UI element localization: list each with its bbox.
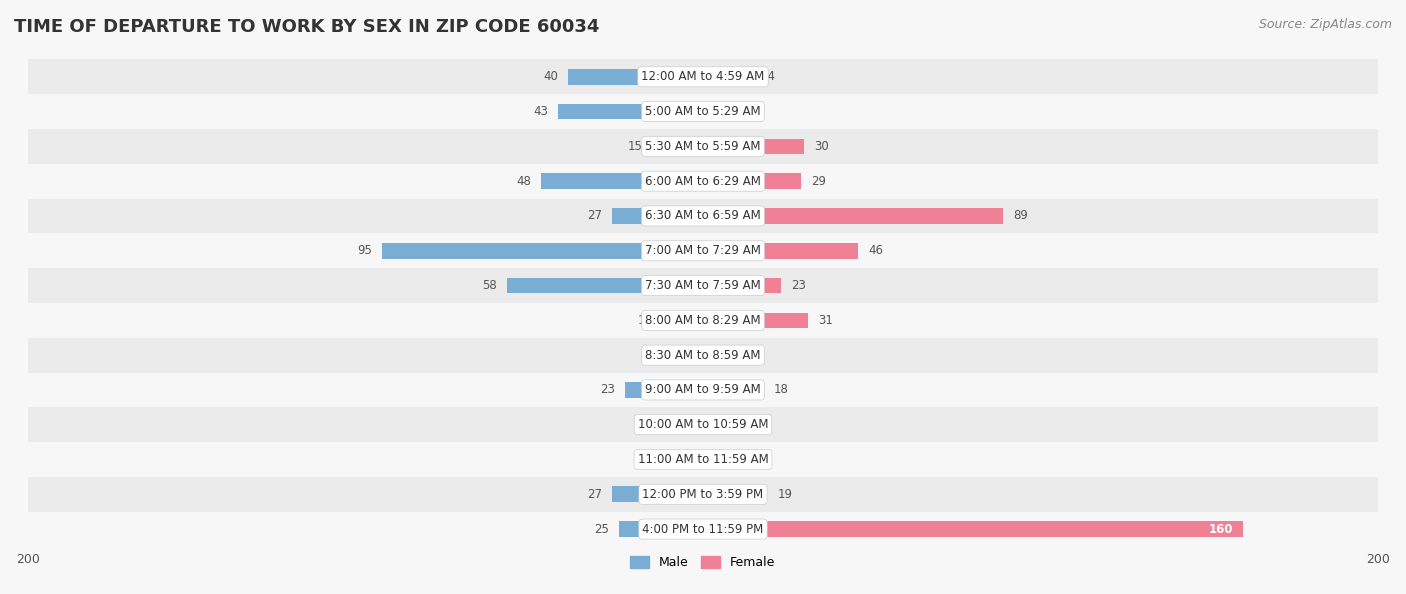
- Text: 23: 23: [600, 383, 616, 396]
- Text: 0: 0: [686, 418, 693, 431]
- Bar: [703, 69, 751, 84]
- Bar: [28, 511, 1378, 546]
- Text: TIME OF DEPARTURE TO WORK BY SEX IN ZIP CODE 60034: TIME OF DEPARTURE TO WORK BY SEX IN ZIP …: [14, 18, 599, 36]
- Text: 5: 5: [669, 453, 676, 466]
- Bar: [703, 278, 780, 293]
- Bar: [28, 372, 1378, 407]
- Text: 0: 0: [713, 418, 720, 431]
- Text: 23: 23: [790, 279, 806, 292]
- Bar: [28, 129, 1378, 164]
- Text: 160: 160: [1208, 523, 1233, 536]
- Text: 12: 12: [637, 314, 652, 327]
- Legend: Male, Female: Male, Female: [626, 551, 780, 574]
- Text: 5:30 AM to 5:59 AM: 5:30 AM to 5:59 AM: [645, 140, 761, 153]
- Text: 89: 89: [1014, 210, 1028, 223]
- Text: 95: 95: [357, 244, 373, 257]
- Text: 11:00 AM to 11:59 AM: 11:00 AM to 11:59 AM: [638, 453, 768, 466]
- Bar: [686, 451, 703, 467]
- Text: 12:00 AM to 4:59 AM: 12:00 AM to 4:59 AM: [641, 70, 765, 83]
- Bar: [652, 138, 703, 154]
- Text: 0: 0: [686, 349, 693, 362]
- Bar: [703, 312, 807, 328]
- Text: 30: 30: [814, 140, 830, 153]
- Text: 43: 43: [533, 105, 548, 118]
- Text: 29: 29: [811, 175, 825, 188]
- Text: 0: 0: [713, 105, 720, 118]
- Bar: [703, 451, 737, 467]
- Bar: [703, 382, 763, 398]
- Bar: [28, 59, 1378, 94]
- Bar: [28, 477, 1378, 511]
- Bar: [703, 522, 1243, 537]
- Text: 48: 48: [516, 175, 531, 188]
- Bar: [626, 382, 703, 398]
- Bar: [662, 312, 703, 328]
- Text: 27: 27: [586, 488, 602, 501]
- Text: 6:00 AM to 6:29 AM: 6:00 AM to 6:29 AM: [645, 175, 761, 188]
- Text: 8:00 AM to 8:29 AM: 8:00 AM to 8:29 AM: [645, 314, 761, 327]
- Bar: [28, 268, 1378, 303]
- Bar: [612, 486, 703, 502]
- Text: 27: 27: [586, 210, 602, 223]
- Bar: [28, 164, 1378, 198]
- Bar: [703, 173, 801, 189]
- Text: 14: 14: [761, 70, 775, 83]
- Text: 0: 0: [713, 349, 720, 362]
- Text: 18: 18: [773, 383, 789, 396]
- Text: 7:00 AM to 7:29 AM: 7:00 AM to 7:29 AM: [645, 244, 761, 257]
- Bar: [612, 208, 703, 224]
- Text: 15: 15: [627, 140, 643, 153]
- Text: 10: 10: [747, 453, 762, 466]
- Text: 7:30 AM to 7:59 AM: 7:30 AM to 7:59 AM: [645, 279, 761, 292]
- Bar: [28, 338, 1378, 372]
- Bar: [703, 243, 858, 258]
- Text: 4:00 PM to 11:59 PM: 4:00 PM to 11:59 PM: [643, 523, 763, 536]
- Text: 6:30 AM to 6:59 AM: 6:30 AM to 6:59 AM: [645, 210, 761, 223]
- Text: Source: ZipAtlas.com: Source: ZipAtlas.com: [1258, 18, 1392, 31]
- Bar: [568, 69, 703, 84]
- Text: 40: 40: [543, 70, 558, 83]
- Bar: [28, 198, 1378, 233]
- Bar: [703, 486, 768, 502]
- Text: 8:30 AM to 8:59 AM: 8:30 AM to 8:59 AM: [645, 349, 761, 362]
- Text: 19: 19: [778, 488, 792, 501]
- Text: 12:00 PM to 3:59 PM: 12:00 PM to 3:59 PM: [643, 488, 763, 501]
- Text: 9:00 AM to 9:59 AM: 9:00 AM to 9:59 AM: [645, 383, 761, 396]
- Bar: [703, 208, 1004, 224]
- Bar: [28, 407, 1378, 442]
- Bar: [382, 243, 703, 258]
- Bar: [541, 173, 703, 189]
- Bar: [28, 303, 1378, 338]
- Bar: [703, 138, 804, 154]
- Text: 31: 31: [818, 314, 832, 327]
- Bar: [619, 522, 703, 537]
- Bar: [28, 94, 1378, 129]
- Bar: [508, 278, 703, 293]
- Bar: [28, 442, 1378, 477]
- Text: 25: 25: [593, 523, 609, 536]
- Text: 46: 46: [869, 244, 883, 257]
- Text: 58: 58: [482, 279, 498, 292]
- Text: 5:00 AM to 5:29 AM: 5:00 AM to 5:29 AM: [645, 105, 761, 118]
- Text: 10:00 AM to 10:59 AM: 10:00 AM to 10:59 AM: [638, 418, 768, 431]
- Bar: [558, 104, 703, 119]
- Bar: [28, 233, 1378, 268]
